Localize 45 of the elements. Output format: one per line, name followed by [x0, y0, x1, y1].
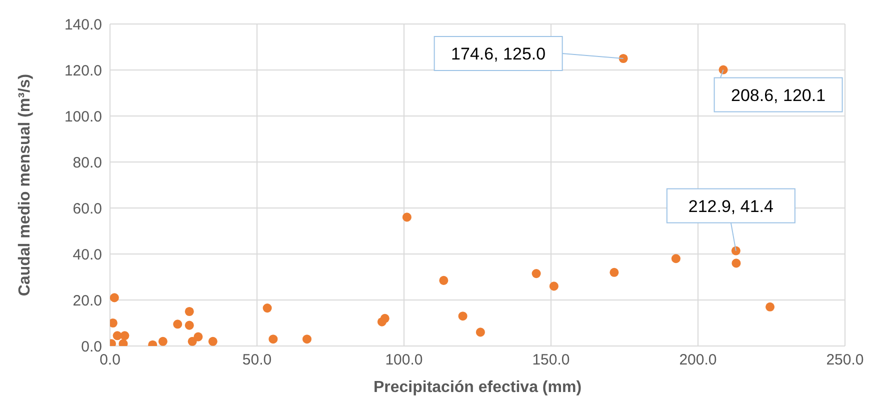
point — [549, 282, 558, 291]
point — [158, 336, 168, 346]
annotation: 212.9, 41.4 — [688, 196, 774, 216]
point — [184, 306, 194, 316]
point — [302, 334, 312, 344]
x-tick-label: 200.0 — [679, 352, 717, 369]
point — [718, 65, 728, 74]
point — [184, 320, 194, 330]
y-tick-label: 100.0 — [64, 108, 102, 126]
x-tick-label: 50.0 — [242, 352, 272, 369]
annotation: 174.6, 125.0 — [451, 44, 546, 64]
y-tick-label: 20.0 — [72, 292, 102, 310]
x-axis-title: Precipitación efectiva (mm) — [373, 379, 582, 396]
y-tick-label: 0.0 — [81, 338, 102, 356]
x-tick-label: 100.0 — [385, 352, 423, 369]
y-tick-label: 60.0 — [72, 200, 102, 218]
point — [268, 334, 278, 344]
point — [110, 293, 119, 302]
point — [610, 268, 619, 277]
point — [618, 54, 628, 64]
point — [188, 336, 197, 346]
point — [439, 276, 448, 285]
point — [476, 328, 485, 337]
point — [120, 331, 130, 340]
point — [731, 246, 740, 256]
y-axis-title: Caudal medio mensual (m³/s) — [16, 74, 34, 296]
y-tick-label: 120.0 — [64, 62, 102, 80]
point — [671, 254, 680, 264]
point — [458, 312, 468, 321]
y-tick-label: 40.0 — [72, 246, 102, 264]
point — [194, 332, 203, 342]
point — [380, 314, 390, 323]
point — [208, 336, 218, 346]
x-tick-label: 250.0 — [826, 352, 864, 369]
point — [402, 212, 412, 222]
y-tick-label: 80.0 — [72, 154, 102, 172]
point — [732, 258, 741, 268]
annotation: 208.6, 120.1 — [731, 86, 826, 105]
y-tick-label: 140.0 — [64, 16, 102, 34]
point — [532, 269, 541, 278]
point — [766, 302, 775, 312]
point — [173, 320, 182, 329]
x-tick-label: 0.0 — [100, 352, 120, 369]
point — [262, 304, 272, 313]
x-tick-label: 150.0 — [532, 352, 570, 369]
